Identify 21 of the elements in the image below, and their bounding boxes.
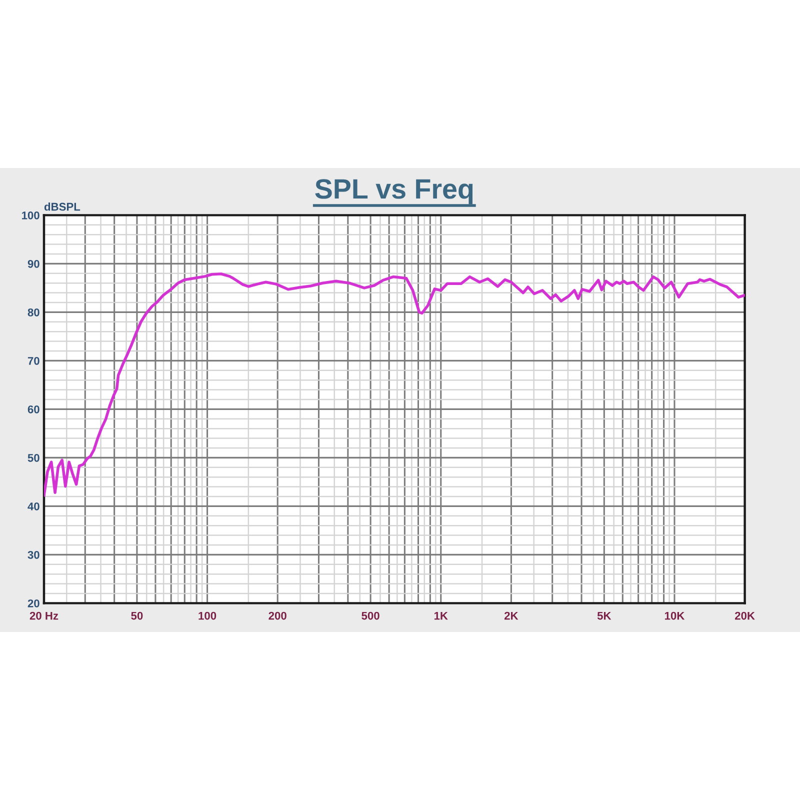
chart-title: SPL vs Freq	[315, 179, 473, 204]
y-tick-label: 50	[28, 454, 40, 462]
x-tick-label: 20K	[734, 612, 755, 620]
x-tick-label: 20 Hz	[30, 612, 58, 620]
y-tick-label: 80	[28, 308, 40, 316]
x-tick-label: 2K	[504, 612, 518, 620]
y-tick-label: 90	[28, 260, 40, 268]
y-tick-label: 20	[28, 599, 40, 608]
x-tick-label: 200	[268, 612, 286, 620]
y-tick-label: 40	[28, 502, 40, 510]
y-tick-label: 60	[28, 405, 40, 414]
x-tick-label: 500	[362, 612, 380, 620]
x-tick-label: 5K	[597, 612, 612, 620]
y-tick-label: 100	[22, 211, 40, 220]
x-tick-label: 50	[131, 612, 143, 620]
y-tick-label: 30	[28, 550, 40, 559]
x-tick-label: 100	[198, 612, 216, 620]
y-tick-label: 70	[28, 356, 40, 365]
y-axis-title: dBSPL	[44, 202, 80, 211]
x-tick-label: 10K	[664, 612, 685, 620]
x-tick-label: 1K	[434, 612, 448, 620]
